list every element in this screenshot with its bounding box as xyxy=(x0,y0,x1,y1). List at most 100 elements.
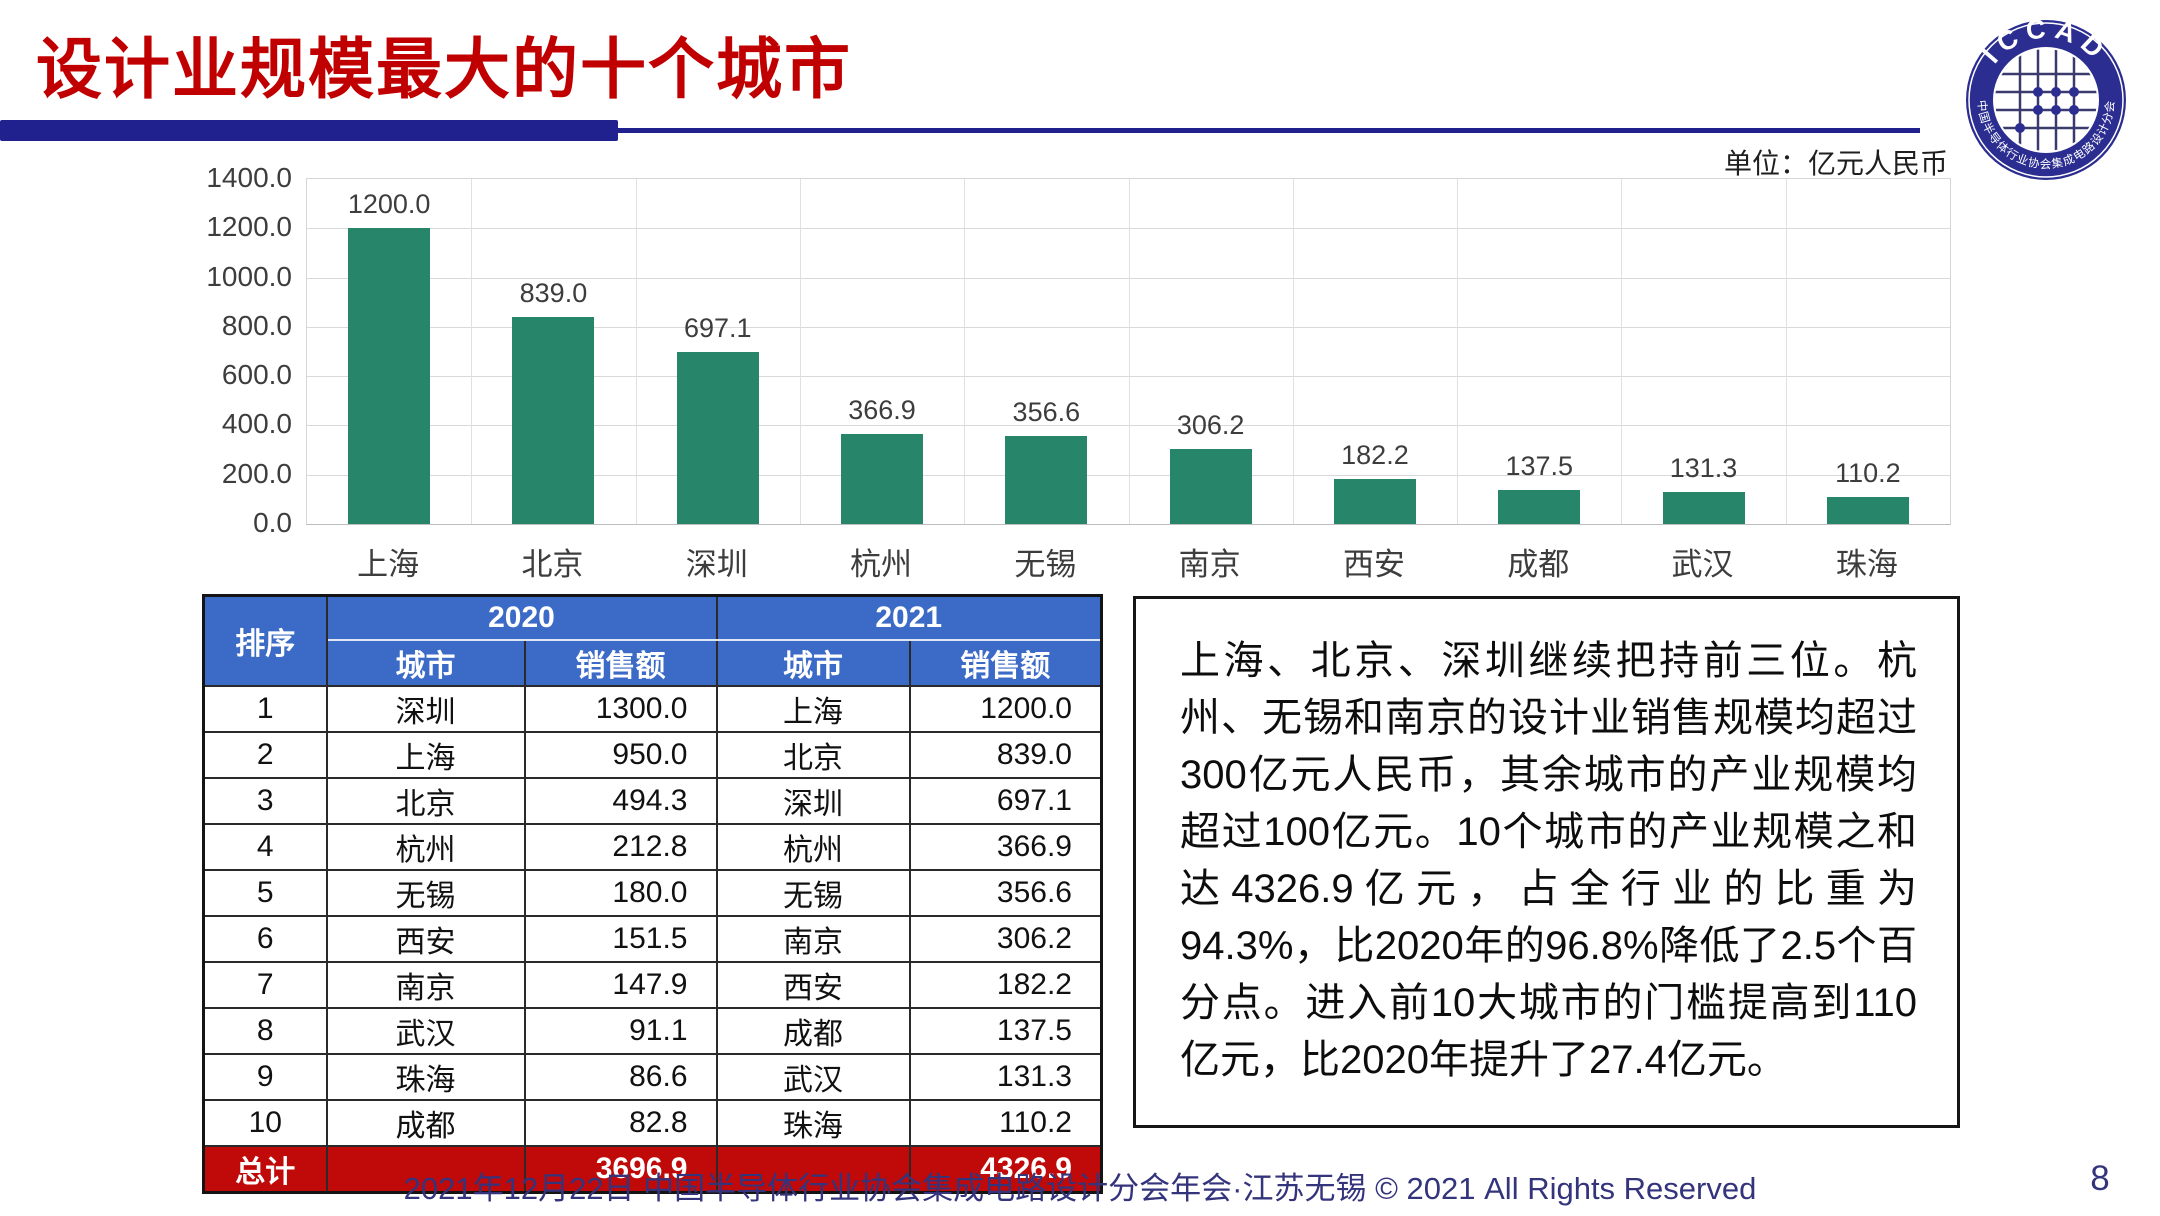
bar-value-label: 306.2 xyxy=(1176,409,1245,440)
bar-value-label: 137.5 xyxy=(1505,451,1574,482)
x-axis-tick-label: 上海 xyxy=(357,547,420,582)
city-2020-cell: 深圳 xyxy=(325,685,526,733)
rank-cell: 3 xyxy=(202,777,328,825)
bar-杭州 xyxy=(841,433,924,524)
table-row: 2 上海 950.0 北京 839.0 xyxy=(202,731,1103,779)
rank-cell: 8 xyxy=(202,1007,328,1055)
bar-value-label: 1200.0 xyxy=(347,189,431,220)
total-city-2021-empty xyxy=(715,1145,911,1194)
title-underline-thin xyxy=(610,128,1920,133)
city-2021-cell: 上海 xyxy=(715,685,911,733)
x-axis-tick-label: 杭州 xyxy=(850,547,913,582)
sales-2020-cell: 86.6 xyxy=(523,1053,718,1101)
table-row: 5 无锡 180.0 无锡 356.6 xyxy=(202,869,1103,917)
sales-2021-cell: 356.6 xyxy=(908,869,1103,917)
table-row: 1 深圳 1300.0 上海 1200.0 xyxy=(202,685,1103,733)
page-number: 8 xyxy=(2090,1159,2110,1198)
iccad-logo: ICCAD 中国半导体行业协会集成电路设计分会 xyxy=(1966,14,2126,180)
city-2021-cell: 成都 xyxy=(715,1007,911,1055)
bar-上海 xyxy=(348,228,431,524)
sales-2021-cell: 131.3 xyxy=(908,1053,1103,1101)
logo-inner-circle xyxy=(1993,47,2099,153)
header-rank: 排序 xyxy=(202,594,328,687)
bar-无锡 xyxy=(1005,436,1088,524)
ranking-table-body: 1 深圳 1300.0 上海 1200.0 2 上海 950.0 北京 839.0 3 北京 494.3… xyxy=(202,685,1103,1147)
gridline-v xyxy=(1621,179,1623,524)
table-row: 8 武汉 91.1 成都 137.5 xyxy=(202,1007,1103,1055)
bar-北京 xyxy=(512,317,595,524)
sales-2021-cell: 110.2 xyxy=(908,1099,1103,1147)
bar-value-label: 697.1 xyxy=(683,313,752,344)
sales-2021-cell: 697.1 xyxy=(908,777,1103,825)
rank-cell: 10 xyxy=(202,1099,328,1147)
gridline-v xyxy=(1457,179,1459,524)
gridline-v xyxy=(964,179,966,524)
sales-2020-cell: 91.1 xyxy=(523,1007,718,1055)
x-axis-tick-label: 武汉 xyxy=(1671,547,1734,582)
commentary-box: 上海、北京、深圳继续把持前三位。杭州、无锡和南京的设计业销售规模均超过300亿元… xyxy=(1133,596,1960,1128)
table-row: 10 成都 82.8 珠海 110.2 xyxy=(202,1099,1103,1147)
sales-2021-cell: 839.0 xyxy=(908,731,1103,779)
header-city-2021: 城市 xyxy=(715,639,911,687)
sales-2021-cell: 366.9 xyxy=(908,823,1103,871)
header-year-2021: 2021 xyxy=(715,594,1103,641)
city-2020-cell: 西安 xyxy=(325,915,526,963)
city-2020-cell: 杭州 xyxy=(325,823,526,871)
gridline-v xyxy=(799,179,801,524)
city-2021-cell: 西安 xyxy=(715,961,911,1009)
y-axis-tick-label: 800.0 xyxy=(221,309,292,341)
gridline-v xyxy=(471,179,473,524)
sales-2021-cell: 137.5 xyxy=(908,1007,1103,1055)
y-axis-tick-label: 400.0 xyxy=(221,408,292,440)
rank-cell: 1 xyxy=(202,685,328,733)
table-row: 4 杭州 212.8 杭州 366.9 xyxy=(202,823,1103,871)
rank-cell: 2 xyxy=(202,731,328,779)
city-2020-cell: 武汉 xyxy=(325,1007,526,1055)
gridline-v xyxy=(1785,179,1787,524)
page-title: 设计业规模最大的十个城市 xyxy=(36,32,852,106)
bar-南京 xyxy=(1169,448,1252,524)
city-2020-cell: 无锡 xyxy=(325,869,526,917)
x-axis-tick-label: 南京 xyxy=(1178,547,1241,582)
city-2021-cell: 南京 xyxy=(715,915,911,963)
y-axis-tick-label: 1400.0 xyxy=(206,162,292,193)
rank-cell: 5 xyxy=(202,869,328,917)
bar-武汉 xyxy=(1662,491,1745,524)
y-axis-tick-label: 1000.0 xyxy=(206,260,292,292)
total-row: 总计 3696.9 4326.9 xyxy=(202,1145,1103,1194)
gridline-v xyxy=(635,179,637,524)
bar-value-label: 182.2 xyxy=(1341,440,1409,471)
city-2020-cell: 南京 xyxy=(325,961,526,1009)
city-2021-cell: 杭州 xyxy=(715,823,911,871)
y-axis-tick-label: 200.0 xyxy=(221,457,292,489)
city-2021-cell: 北京 xyxy=(715,731,911,779)
bar-西安 xyxy=(1333,479,1416,524)
gridline-v xyxy=(1292,179,1294,524)
title-underline-thick xyxy=(0,120,618,141)
bar-value-label: 131.3 xyxy=(1669,452,1738,483)
y-axis-tick-label: 600.0 xyxy=(221,359,292,391)
city-2021-cell: 无锡 xyxy=(715,869,911,917)
table-row: 7 南京 147.9 西安 182.2 xyxy=(202,961,1103,1009)
logo-circuit-grid xyxy=(1995,49,2097,151)
sales-2020-cell: 147.9 xyxy=(523,961,718,1009)
bar-chart-plot: 1200.0 839.0 697.1 366.9 356.6 306.2 182.2 137.… xyxy=(306,178,1951,525)
city-2021-cell: 武汉 xyxy=(715,1053,911,1101)
gridline-v xyxy=(1128,179,1130,524)
total-label: 总计 xyxy=(202,1145,328,1194)
total-sales-2020: 3696.9 xyxy=(523,1145,718,1194)
x-axis-tick-label: 珠海 xyxy=(1835,547,1898,582)
sales-2020-cell: 1300.0 xyxy=(523,685,718,733)
table-row: 6 西安 151.5 南京 306.2 xyxy=(202,915,1103,963)
header-sales-2020: 销售额 xyxy=(523,639,718,687)
city-2020-cell: 北京 xyxy=(325,777,526,825)
y-axis-tick-label: 1200.0 xyxy=(206,211,292,243)
total-sales-2021: 4326.9 xyxy=(908,1145,1103,1194)
x-axis-tick-label: 西安 xyxy=(1342,547,1405,582)
x-axis-tick-label: 成都 xyxy=(1507,547,1570,582)
ranking-table-header: 排序 2020 2021 城市 销售额 城市 销售额 xyxy=(202,594,1103,687)
rank-cell: 4 xyxy=(202,823,328,871)
table-row: 9 珠海 86.6 武汉 131.3 xyxy=(202,1053,1103,1101)
sales-2020-cell: 180.0 xyxy=(523,869,718,917)
